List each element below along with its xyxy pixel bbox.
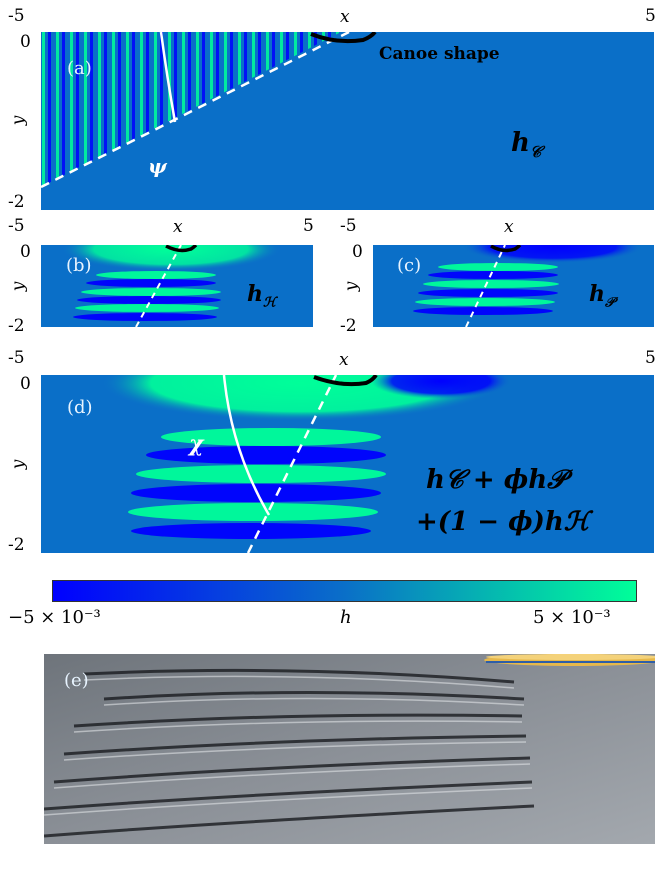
panel-a-canoe-annotation: Canoe shape (379, 44, 500, 64)
panel-d-formula-line1: h𝒞 + ϕh𝒫 (426, 465, 566, 495)
panel-c-field-plot: (c) h𝒫 (373, 245, 654, 327)
colorbar-max-label: 5 × 10⁻³ (533, 607, 611, 628)
panel-c-hull-shape (490, 245, 522, 253)
panel-a-y-top-tick: 0 (20, 32, 31, 52)
panel-d-chi-symbol: χ (189, 431, 204, 457)
panel-c-field-label: h𝒫 (589, 281, 615, 311)
panel-d-y-bottom-tick: -2 (8, 535, 25, 555)
panel-c-x-min-tick: -5 (340, 216, 357, 236)
panel-d-x-max-tick: 5 (645, 348, 656, 368)
colorbar-mid-label: h (340, 607, 352, 628)
panel-b-field-plot: (b) hℋ (41, 245, 313, 327)
panel-d-hull-shape (313, 375, 378, 387)
panel-a-field-label: h𝒞 (511, 128, 542, 162)
panel-a-x-min-tick: -5 (8, 6, 25, 26)
panel-a-x-max-tick: 5 (645, 6, 656, 26)
panel-d-formula-line2: +(1 − ϕ)hℋ (416, 507, 590, 537)
panel-b-x-max-tick: 5 (303, 216, 314, 236)
panel-a-psi-symbol: ψ (148, 154, 167, 178)
panel-d-crest-line (222, 375, 271, 516)
panel-a-x-axis-label: x (340, 7, 350, 27)
panel-a-label: (a) (67, 58, 92, 79)
colorbar (52, 580, 637, 602)
panel-b-x-min-tick: -5 (8, 216, 25, 236)
panel-c-y-bottom-tick: -2 (340, 316, 357, 336)
panel-c-x-axis-label: x (504, 217, 514, 237)
panel-c-label: (c) (397, 255, 422, 276)
panel-b-hull-shape (165, 245, 198, 253)
panel-c-y-axis-label: y (341, 281, 362, 292)
panel-d-field-plot: (d) χ h𝒞 + ϕh𝒫 +(1 − ϕ)hℋ (41, 375, 654, 553)
panel-d-y-top-tick: 0 (20, 374, 31, 394)
colorbar-min-label: −5 × 10⁻³ (8, 607, 101, 628)
panel-a-crest-line (159, 32, 177, 123)
panel-d-wedge-line (246, 375, 338, 553)
panel-d-x-axis-label: x (339, 350, 349, 370)
panel-d-label: (d) (67, 397, 93, 418)
panel-a-hull-shape (310, 32, 377, 44)
panel-b-field-label: hℋ (247, 281, 277, 311)
panel-b-label: (b) (66, 255, 92, 276)
panel-a-y-bottom-tick: -2 (8, 192, 25, 212)
panel-e-label: (e) (64, 670, 89, 691)
panel-a-field-plot: (a) Canoe shape ψ h𝒞 (41, 32, 654, 210)
panel-b-wedge-line (135, 245, 182, 327)
panel-b-y-top-tick: 0 (20, 242, 31, 262)
panel-e-water-photo: (e) (44, 654, 655, 844)
panel-a-y-axis-label: y (8, 115, 29, 126)
panel-c-wedge-line (465, 245, 506, 327)
panel-d-x-min-tick: -5 (8, 348, 25, 368)
panel-b-x-axis-label: x (173, 217, 183, 237)
panel-b-y-axis-label: y (8, 281, 29, 292)
panel-b-y-bottom-tick: -2 (8, 316, 25, 336)
panel-d-y-axis-label: y (8, 459, 29, 470)
paddleboard (484, 654, 655, 666)
panel-c-y-top-tick: 0 (352, 242, 363, 262)
